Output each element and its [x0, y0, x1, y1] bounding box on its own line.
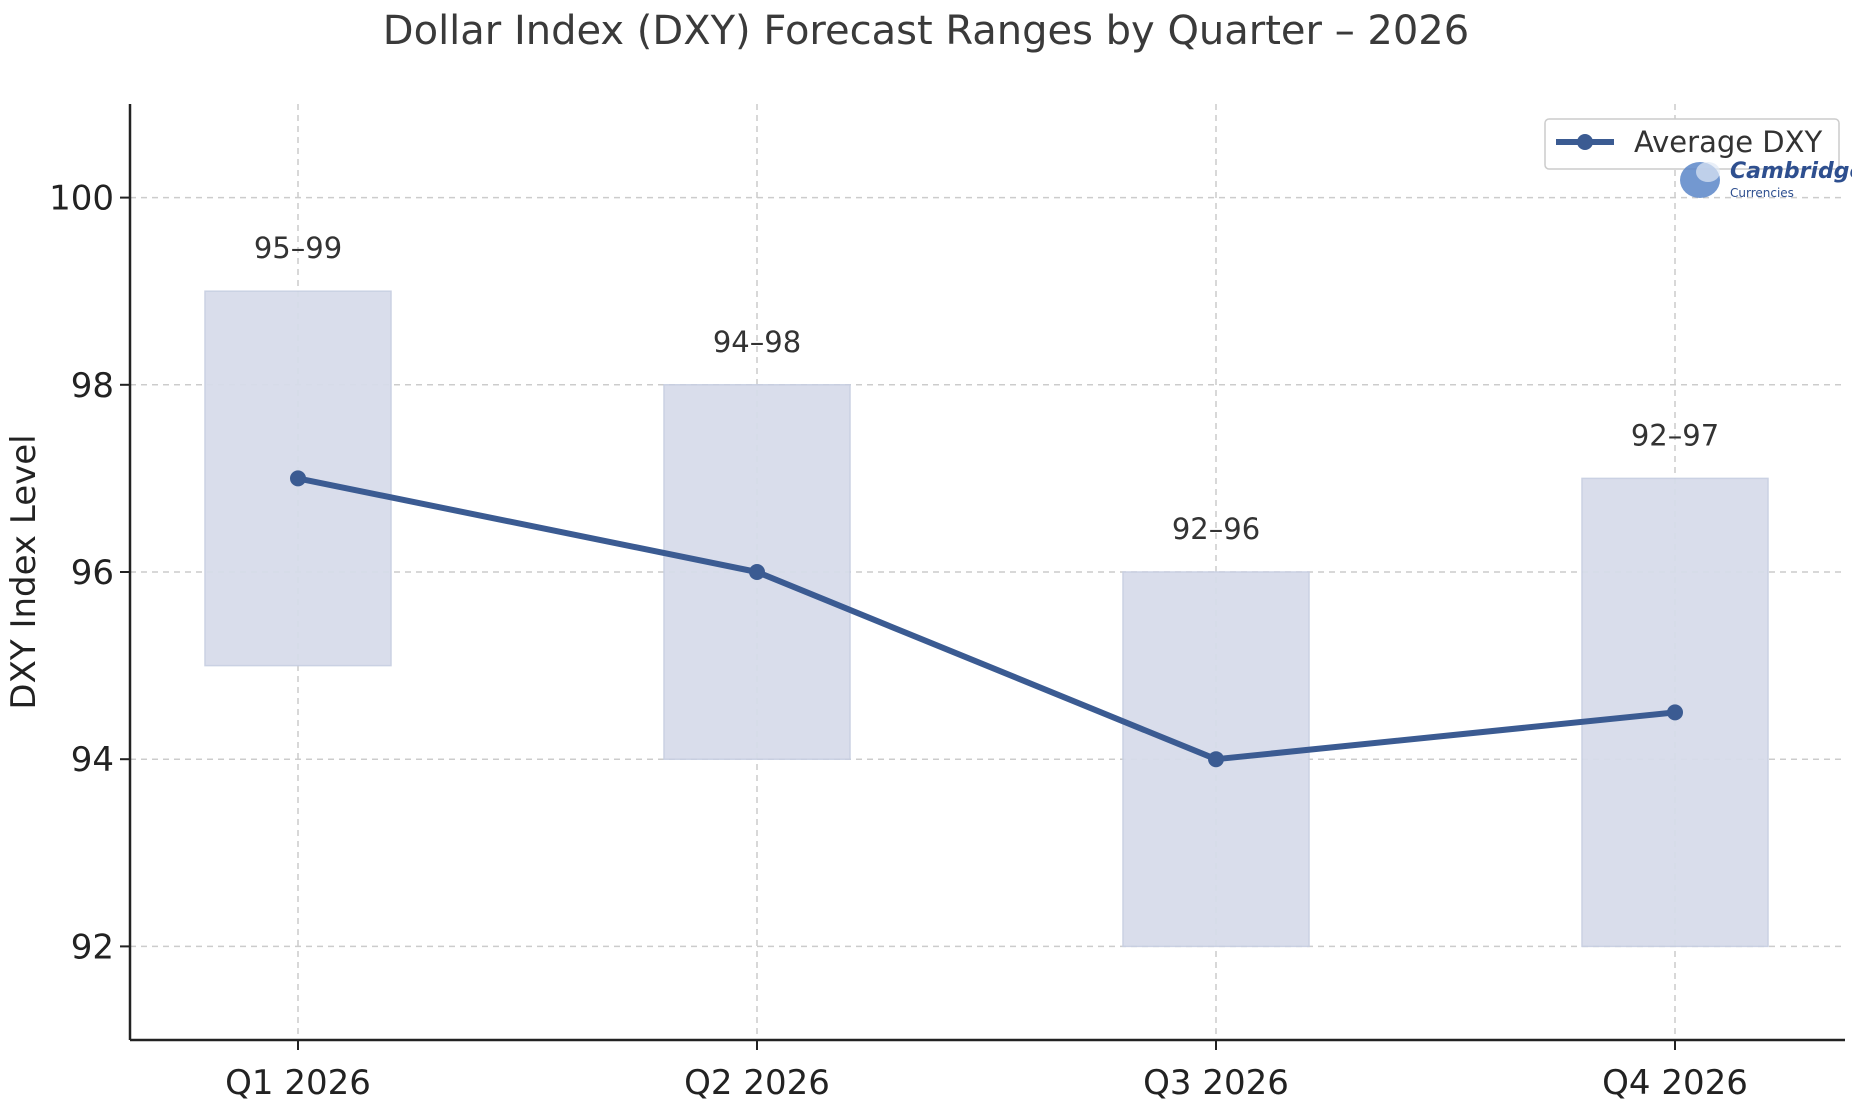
y-tick-label: 92	[71, 927, 114, 967]
x-tick-label: Q1 2026	[225, 1063, 371, 1103]
range-label: 94–98	[713, 325, 801, 359]
y-axis-title: DXY Index Level	[4, 434, 44, 709]
x-tick-label: Q3 2026	[1143, 1063, 1289, 1103]
legend-label: Average DXY	[1634, 125, 1823, 159]
series-average	[290, 470, 1683, 768]
series-point-average-dxy	[290, 470, 306, 487]
x-tick-label: Q2 2026	[684, 1063, 830, 1103]
range-label: 92–97	[1631, 418, 1719, 452]
series-point-average-dxy	[1208, 751, 1224, 768]
series-point-average-dxy	[1667, 704, 1683, 721]
legend: Average DXY	[1544, 118, 1840, 170]
chart-title: Dollar Index (DXY) Forecast Ranges by Qu…	[382, 8, 1470, 54]
y-tick-label: 98	[71, 366, 114, 406]
y-tick-label: 94	[71, 740, 114, 780]
logo-name: Cambridge	[1730, 159, 1852, 184]
range-labels: 95–99 94–98 92–96 92–97	[254, 231, 1719, 546]
x-tick-label: Q4 2026	[1602, 1063, 1748, 1103]
y-tick-label: 96	[71, 553, 114, 593]
range-label: 95–99	[254, 231, 342, 265]
logo-globe-shine	[1696, 162, 1720, 182]
series-line-average-dxy	[297, 475, 1676, 763]
logo-subtitle: Currencies	[1730, 186, 1794, 200]
range-label: 92–96	[1172, 512, 1260, 546]
range-boxes	[204, 290, 1769, 948]
tick-labels: 92 94 96 98 100 Q1 2026 Q2 2026 Q3 2026 Q4 2026	[49, 179, 1748, 1103]
legend-marker-swatch	[1577, 134, 1593, 150]
series-point-average-dxy	[749, 564, 765, 580]
cambridge-logo: Cambridge Currencies	[1680, 159, 1852, 200]
y-tick-label: 100	[49, 179, 114, 219]
